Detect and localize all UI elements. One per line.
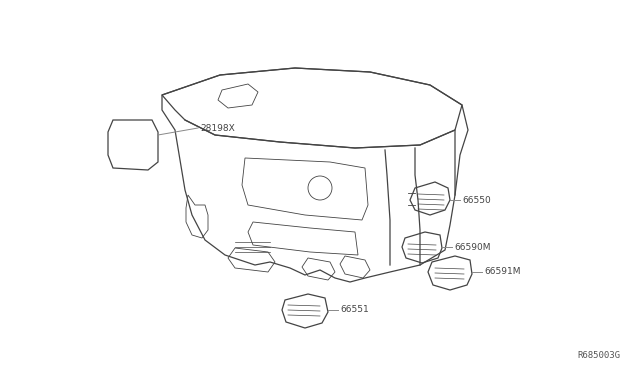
Text: 66590M: 66590M <box>454 243 490 251</box>
Text: 28198X: 28198X <box>200 124 235 132</box>
Text: R685003G: R685003G <box>577 351 620 360</box>
Text: 66591M: 66591M <box>484 267 520 276</box>
Text: 66550: 66550 <box>462 196 491 205</box>
Text: 66551: 66551 <box>340 305 369 314</box>
